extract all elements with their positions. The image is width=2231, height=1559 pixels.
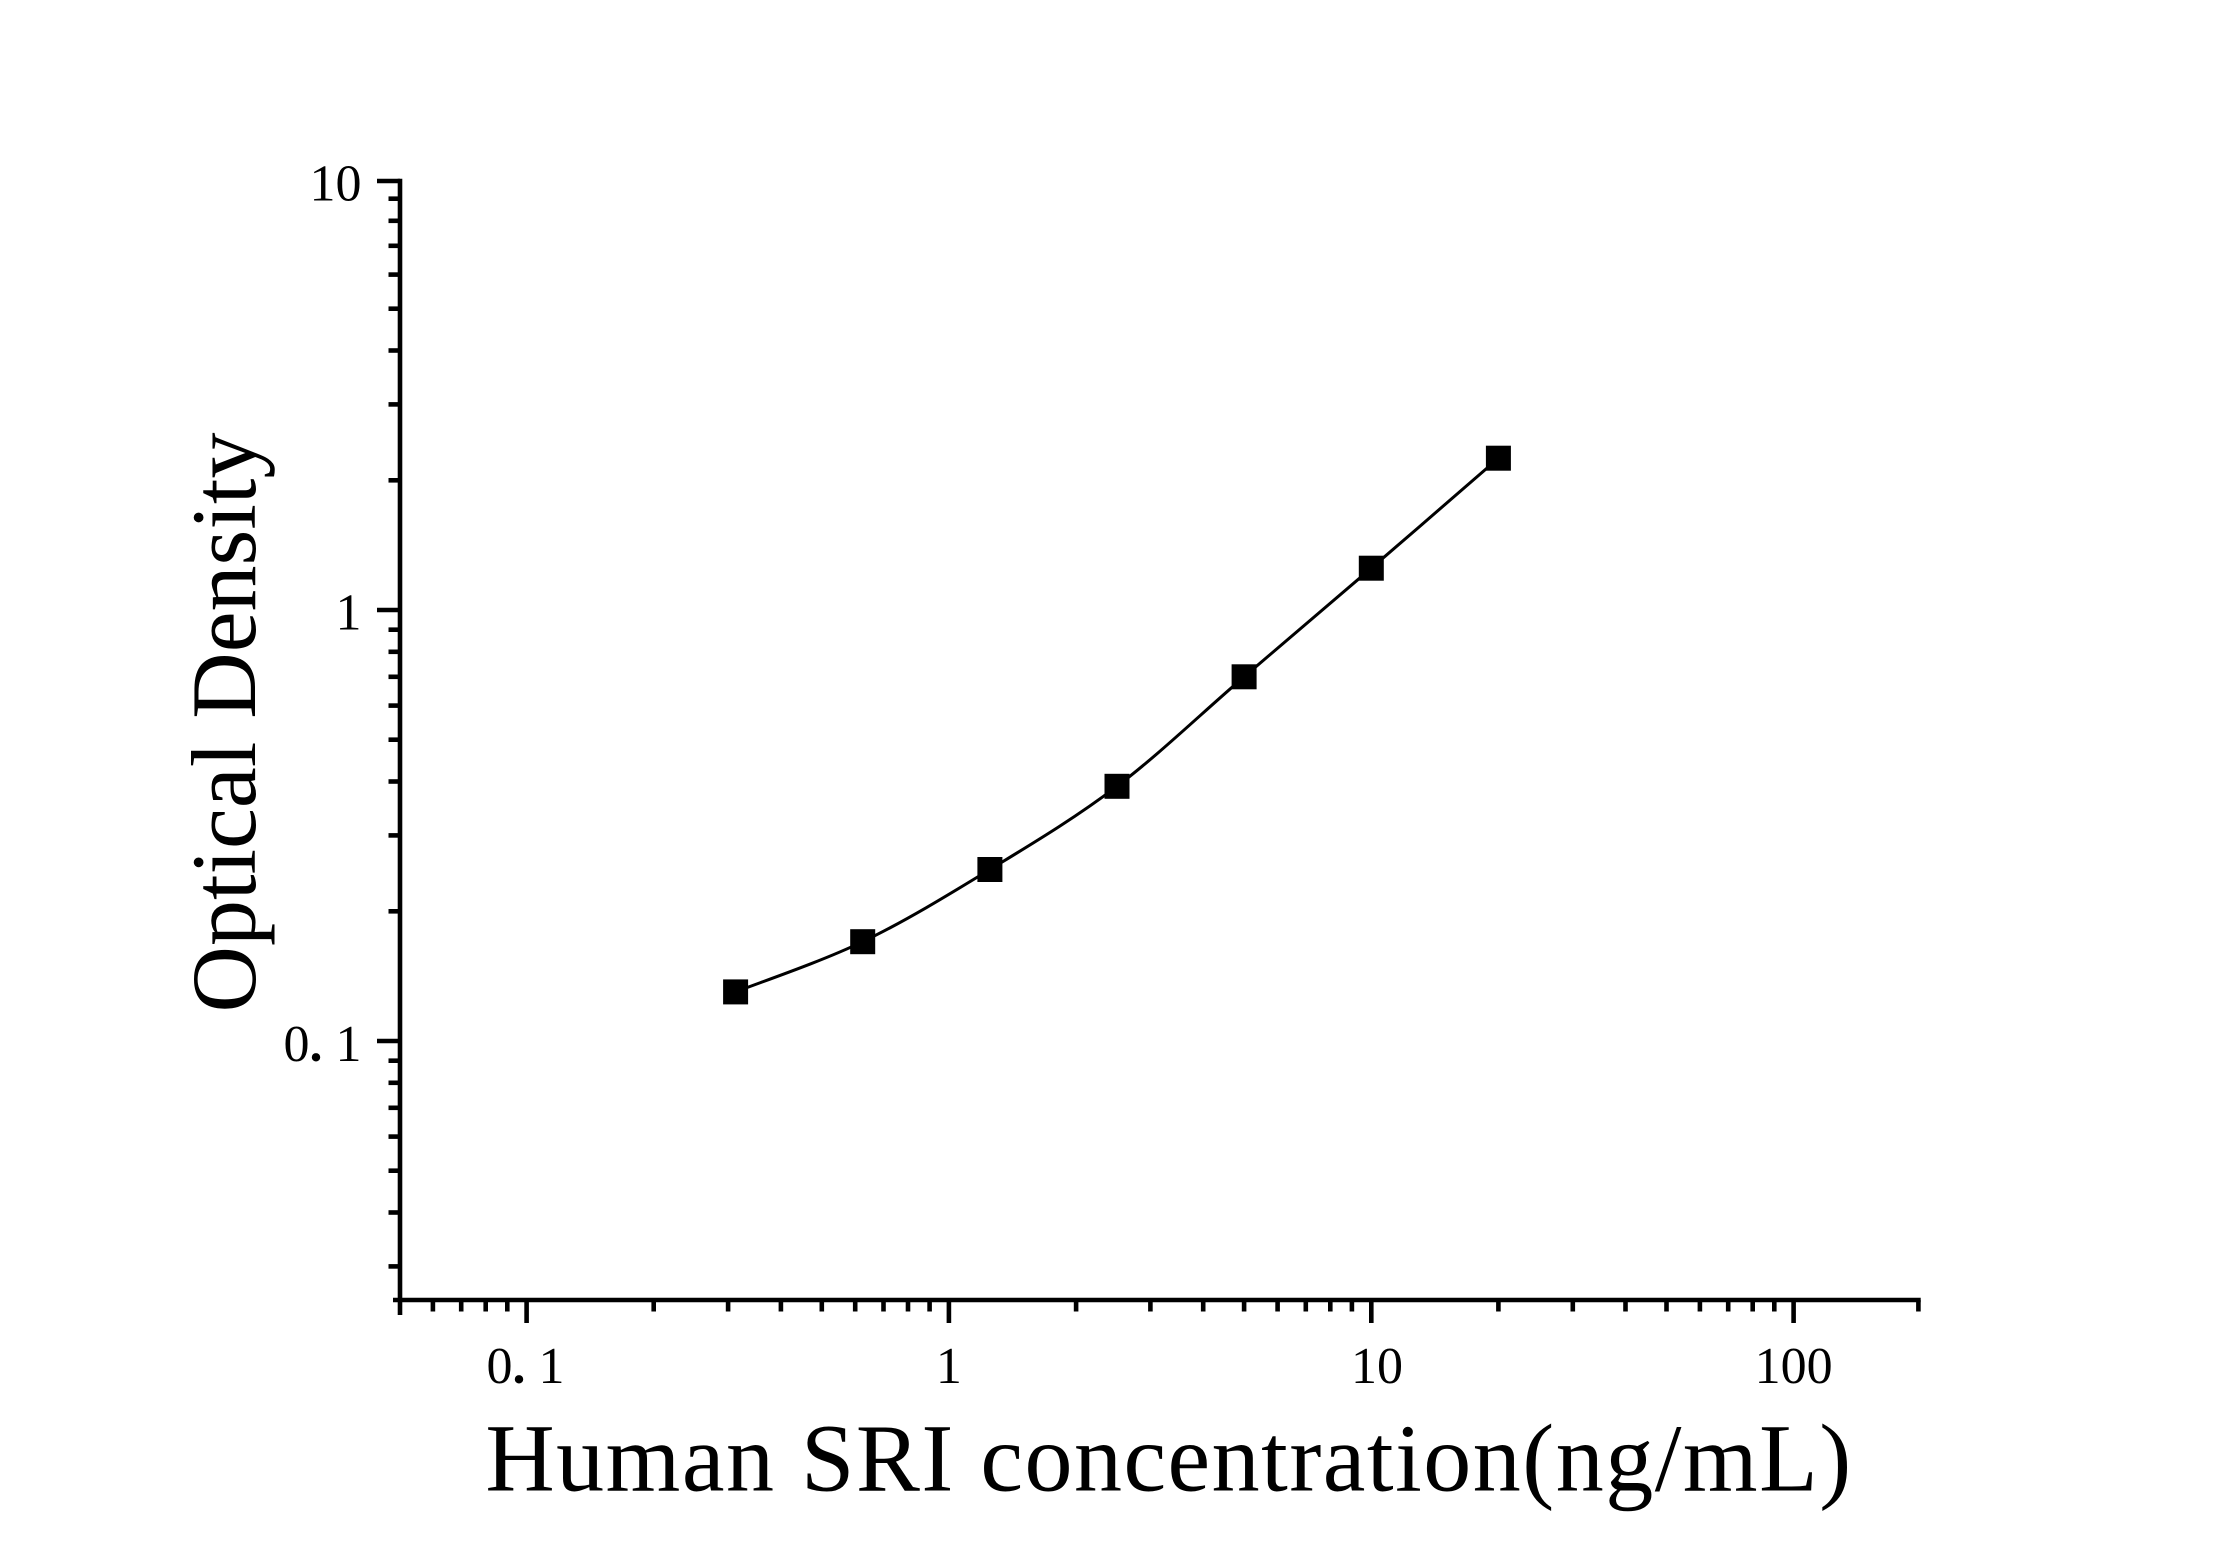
- svg-text:0. 1: 0. 1: [487, 1338, 565, 1395]
- svg-text:10: 10: [310, 156, 362, 213]
- svg-text:Optical Density: Optical Density: [173, 433, 275, 1013]
- svg-text:100: 100: [1755, 1338, 1833, 1395]
- svg-text:0. 1: 0. 1: [284, 1016, 362, 1073]
- svg-text:10: 10: [1351, 1338, 1403, 1395]
- svg-text:1: 1: [336, 585, 362, 642]
- svg-text:Human SRI concentration(ng/mL): Human SRI concentration(ng/mL): [485, 1405, 1852, 1512]
- svg-text:1: 1: [936, 1338, 962, 1395]
